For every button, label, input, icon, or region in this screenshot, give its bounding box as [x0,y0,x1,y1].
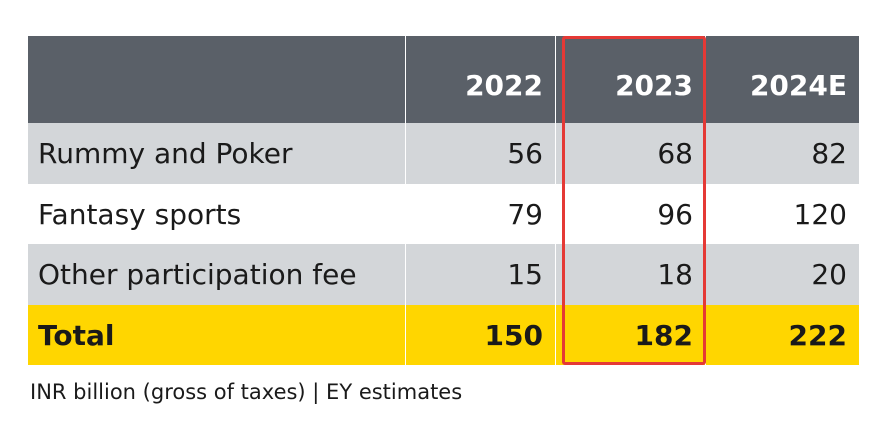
col-header-2022: 2022 [406,36,556,123]
total-label: Total [28,305,406,365]
cell-value: 20 [706,244,859,305]
cell-value: 68 [556,123,706,184]
revenue-table: 2022 2023 2024E Rummy and Poker 56 68 82… [28,36,859,365]
cell-value: 15 [406,244,556,305]
row-label: Other participation fee [28,244,406,305]
total-value: 182 [556,305,706,365]
cell-value: 79 [406,184,556,244]
total-value: 150 [406,305,556,365]
cell-value: 120 [706,184,859,244]
col-header-2023: 2023 [556,36,706,123]
row-label: Rummy and Poker [28,123,406,184]
row-label: Fantasy sports [28,184,406,244]
cell-value: 82 [706,123,859,184]
cell-value: 56 [406,123,556,184]
total-value: 222 [706,305,859,365]
cell-value: 18 [556,244,706,305]
header-corner [28,36,406,123]
cell-value: 96 [556,184,706,244]
col-header-2024e: 2024E [706,36,859,123]
table-footnote: INR billion (gross of taxes) | EY estima… [30,380,463,404]
